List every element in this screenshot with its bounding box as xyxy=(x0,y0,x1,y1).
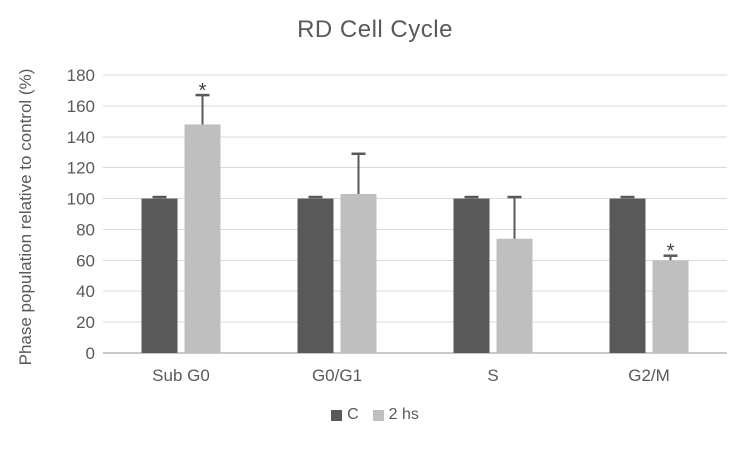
y-tick-label: 60 xyxy=(76,251,95,270)
x-category-label-g2-m: G2/M xyxy=(628,366,670,385)
bar-2-hs-sub-g0 xyxy=(184,124,221,353)
legend-label-2hs: 2 hs xyxy=(388,406,419,423)
y-tick-label: 80 xyxy=(76,220,95,239)
x-category-label-sub-g0: Sub G0 xyxy=(152,366,210,385)
y-tick-label: 20 xyxy=(76,313,95,332)
legend: C 2 hs xyxy=(0,406,750,424)
bar-c-s xyxy=(453,198,490,353)
y-tick-label: 140 xyxy=(67,128,95,147)
chart-title: RD Cell Cycle xyxy=(297,16,453,43)
y-tick-label: 160 xyxy=(67,97,95,116)
legend-item-2hs: 2 hs xyxy=(372,406,419,424)
y-tick-label: 100 xyxy=(67,190,95,209)
legend-item-c: C xyxy=(331,406,359,424)
y-tick-label: 180 xyxy=(67,66,95,85)
y-tick-label: 0 xyxy=(86,344,95,363)
bar-c-g2-m xyxy=(609,198,646,353)
y-tick-label: 40 xyxy=(76,282,95,301)
legend-swatch-2hs xyxy=(372,409,384,421)
y-tick-label: 120 xyxy=(67,159,95,178)
significance-marker-g2-m: * xyxy=(667,241,675,263)
bar-2-hs-g2-m xyxy=(652,260,689,353)
x-category-label-s: S xyxy=(487,366,498,385)
bar-c-sub-g0 xyxy=(141,198,178,353)
bar-c-g0-g1 xyxy=(297,198,334,353)
bar-2-hs-s xyxy=(496,238,533,353)
x-category-label-g0-g1: G0/G1 xyxy=(312,366,362,385)
bar-2-hs-g0-g1 xyxy=(340,193,377,353)
legend-swatch-c xyxy=(331,409,343,421)
legend-label-c: C xyxy=(347,406,359,423)
significance-marker-sub-g0: * xyxy=(199,80,207,102)
